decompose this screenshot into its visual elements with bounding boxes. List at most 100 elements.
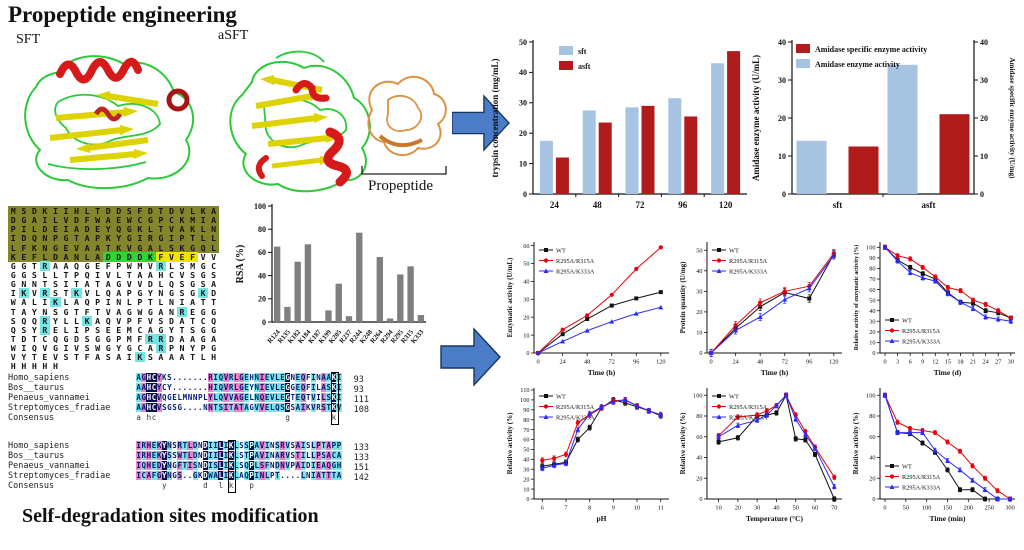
data-point: [543, 414, 549, 419]
svg-text:R295A/R315A: R295A/R315A: [902, 474, 941, 481]
data-point: [754, 417, 760, 423]
data-point: [803, 437, 808, 442]
residue: A: [147, 343, 153, 354]
series-line: [884, 246, 1011, 322]
svg-text:40: 40: [869, 455, 875, 462]
residue: T: [200, 297, 206, 308]
residue: R: [176, 306, 188, 317]
residue: A: [145, 242, 156, 253]
series-line: [537, 306, 661, 354]
residue: H: [158, 269, 164, 280]
residue: L: [168, 260, 174, 271]
svg-text:40: 40: [523, 279, 529, 286]
svg-text:40: 40: [773, 505, 779, 512]
species-alignment-block1: Homo_sapiens AGHCYKS.......RIQVRLGEHNIEVL…: [8, 372, 369, 425]
data-point: [609, 303, 614, 308]
alignment-position-number: 151: [353, 463, 369, 473]
data-point: [584, 328, 590, 333]
svg-text:7: 7: [564, 505, 567, 512]
residue: G: [190, 279, 196, 290]
svg-text:0: 0: [523, 190, 527, 199]
residue: G: [145, 215, 156, 226]
svg-text:20: 20: [696, 475, 702, 482]
data-point: [758, 304, 763, 309]
svg-text:24: 24: [983, 359, 990, 366]
residue: P: [116, 333, 122, 344]
data-point: [882, 244, 888, 250]
residue: A: [74, 297, 80, 308]
svg-text:40: 40: [869, 308, 875, 315]
residue: E: [52, 324, 58, 335]
svg-text:60: 60: [696, 434, 702, 441]
data-point: [610, 399, 616, 404]
data-point: [932, 278, 938, 284]
svg-text:10: 10: [980, 152, 988, 161]
residue: E: [116, 324, 122, 335]
svg-text:120: 120: [829, 359, 838, 366]
alignment-position-number: 108: [353, 405, 369, 415]
residue: H: [52, 361, 58, 372]
svg-text:30: 30: [523, 296, 529, 303]
svg-text:R295A/R315A: R295A/R315A: [902, 328, 941, 335]
bar: [304, 244, 312, 322]
svg-text:24: 24: [732, 359, 739, 366]
residue: K: [197, 288, 209, 299]
residue: I: [18, 224, 30, 235]
svg-text:40: 40: [696, 268, 702, 275]
data-point: [933, 274, 938, 279]
svg-text:20: 20: [869, 329, 875, 336]
svg-text:0: 0: [526, 496, 529, 503]
residue: T: [92, 206, 103, 216]
bar: [711, 63, 725, 194]
residue: Y: [113, 233, 125, 244]
residue: G: [18, 215, 30, 226]
residue: A: [95, 315, 101, 326]
data-point: [717, 394, 721, 398]
data-point: [920, 265, 925, 270]
data-point: [932, 447, 938, 453]
svg-text:90: 90: [869, 255, 875, 262]
data-point: [813, 452, 817, 457]
amidase-bar-chart: 0 10 20 30 40 Amidase enzyme activity (U/mL) 0…: [751, 38, 1016, 210]
residue: D: [102, 251, 114, 262]
sft-structure-label: SFT: [16, 32, 41, 47]
data-point: [793, 416, 799, 422]
svg-text:Time (h): Time (h): [588, 368, 616, 377]
residue: I: [21, 343, 27, 354]
species-name: Consensus: [8, 413, 55, 423]
residue: S: [179, 288, 185, 299]
residue: V: [166, 224, 177, 235]
svg-text:R295A/K333A: R295A/K333A: [902, 338, 941, 345]
residue: K: [134, 352, 146, 363]
residue: D: [147, 279, 153, 290]
residue: K: [50, 297, 61, 308]
svg-text:10: 10: [523, 332, 529, 339]
svg-text:0: 0: [526, 350, 529, 357]
svg-text:30: 30: [696, 289, 702, 296]
residue: G: [63, 333, 69, 344]
data-point: [995, 488, 1000, 493]
residue: G: [60, 233, 72, 244]
residue: D: [39, 224, 51, 235]
residue: S: [190, 324, 196, 335]
residue: T: [155, 206, 167, 216]
residue: A: [29, 215, 40, 226]
residue: G: [50, 242, 61, 253]
residue: D: [113, 206, 125, 216]
residue: P: [74, 269, 80, 280]
data-point: [658, 290, 663, 295]
residue: T: [147, 297, 153, 308]
residue: S: [179, 279, 185, 290]
residue: I: [134, 233, 146, 244]
series-line: [884, 246, 1012, 319]
svg-text:6: 6: [909, 359, 912, 366]
svg-text:trypsin concentration (mg/mL): trypsin concentration (mg/mL): [490, 59, 500, 178]
residue: G: [126, 343, 132, 354]
residue: L: [158, 279, 164, 290]
residue: K: [176, 242, 188, 253]
data-point: [782, 289, 787, 294]
data-point: [1007, 496, 1013, 501]
residue: C: [134, 215, 146, 226]
residue: A: [105, 279, 111, 290]
